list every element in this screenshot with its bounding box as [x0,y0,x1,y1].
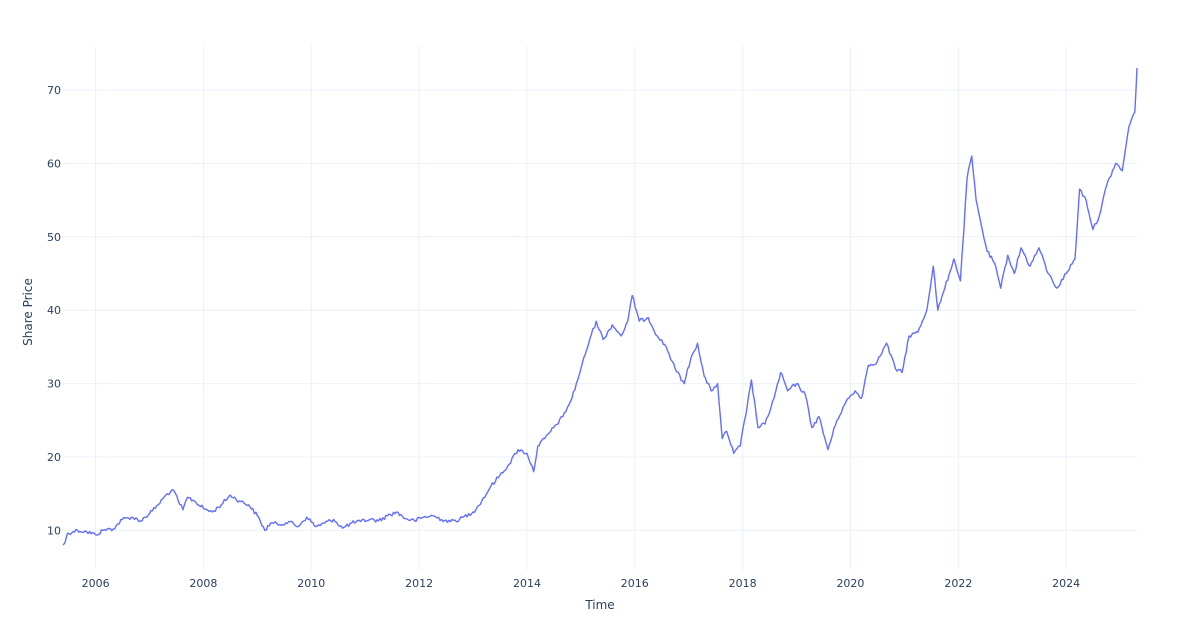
y-tick-label: 50 [47,231,61,244]
x-tick-label: 2024 [1052,577,1080,590]
grid [63,46,1137,570]
series-layer [62,67,1138,546]
x-tick-label: 2008 [189,577,217,590]
x-tick-label: 2010 [297,577,325,590]
y-tick-label: 70 [47,84,61,97]
x-tick-label: 2016 [621,577,649,590]
x-axis-title: Time [584,598,614,612]
y-tick-label: 20 [47,451,61,464]
x-tick-label: 2006 [82,577,110,590]
y-axis-ticks: 10 20 30 40 50 60 70 [47,84,61,537]
y-tick-label: 10 [47,524,61,537]
x-tick-label: 2018 [729,577,757,590]
x-tick-label: 2020 [836,577,864,590]
y-tick-label: 60 [47,157,61,170]
price-series-line [62,67,1138,546]
y-tick-label: 30 [47,378,61,391]
x-axis-ticks: 2006 2008 2010 2012 2014 2016 2018 2020 2022 2024 [82,577,1081,590]
y-tick-label: 40 [47,304,61,317]
y-axis-title: Share Price [21,278,35,346]
x-tick-label: 2022 [944,577,972,590]
x-tick-label: 2012 [405,577,433,590]
x-tick-label: 2014 [513,577,541,590]
